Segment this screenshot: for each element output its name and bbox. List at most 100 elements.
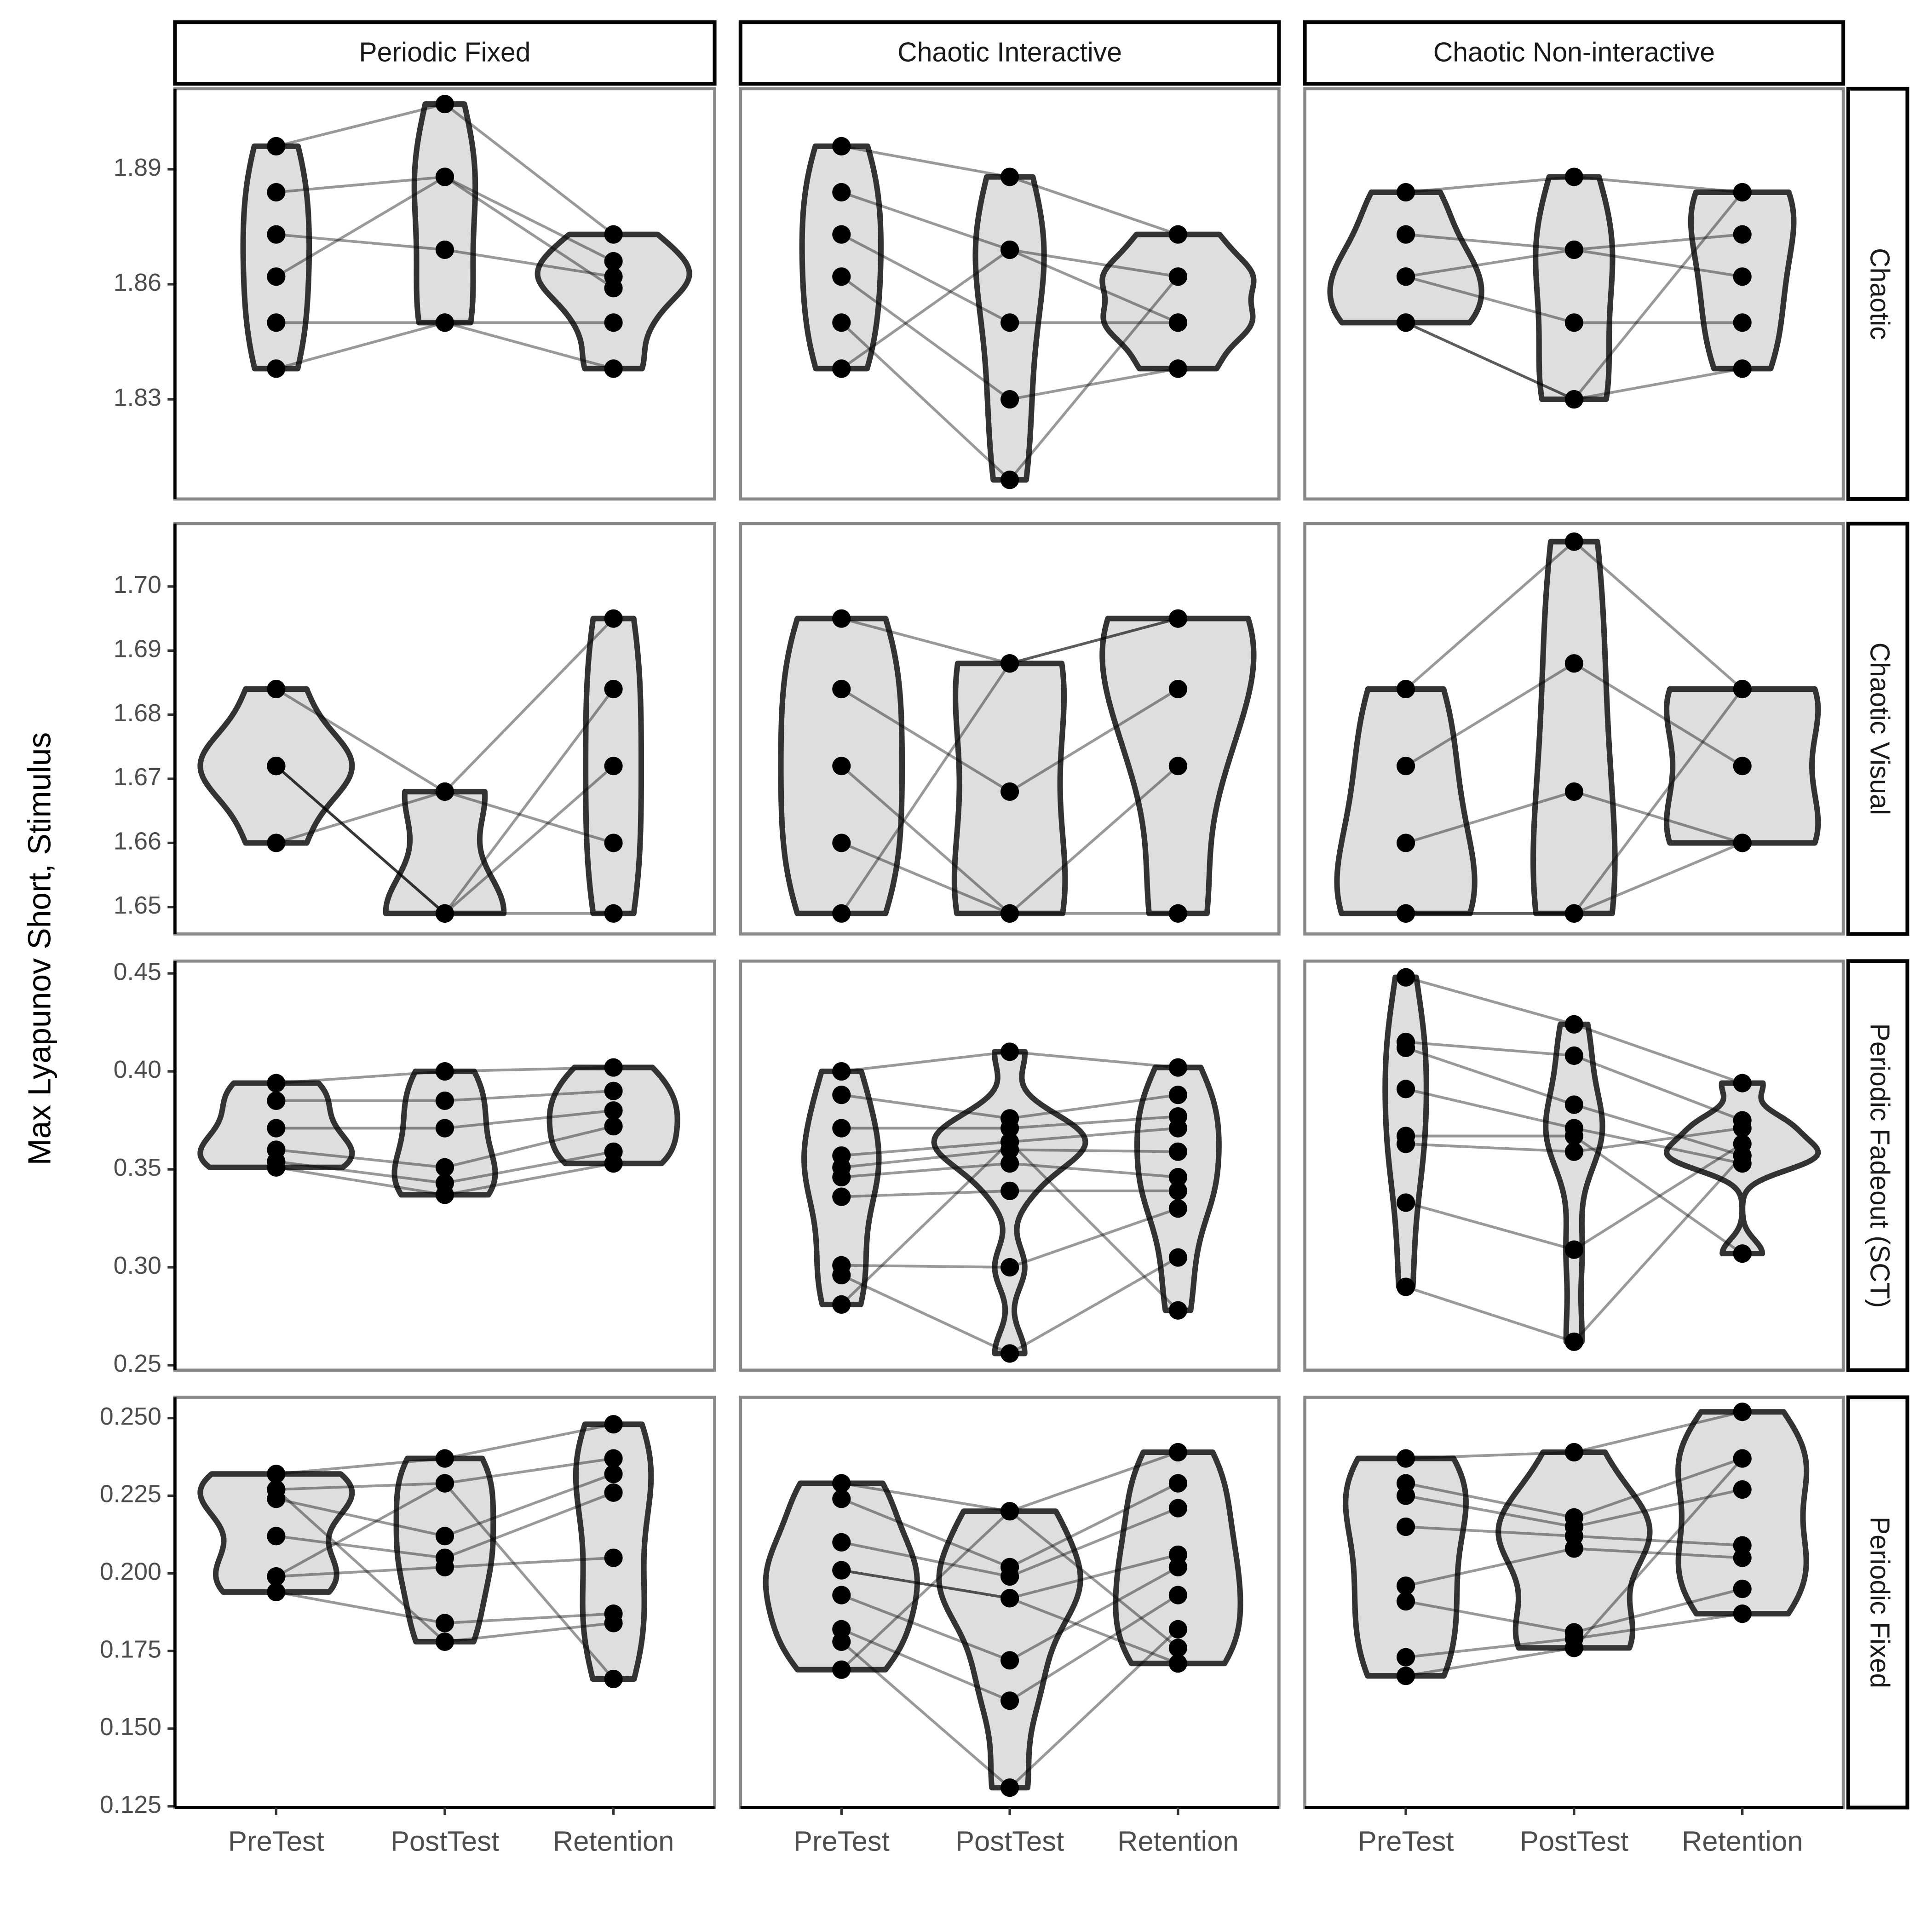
x-tick-label: PostTest: [955, 1825, 1064, 1857]
point: [1733, 1449, 1752, 1468]
violin: [1343, 1455, 1469, 1679]
point: [832, 1265, 851, 1285]
point: [267, 137, 286, 155]
point: [267, 757, 286, 776]
point: [1733, 1604, 1752, 1623]
point: [604, 1058, 623, 1077]
point: [1000, 167, 1019, 186]
point: [267, 1091, 286, 1110]
x-tick-label: Retention: [553, 1825, 674, 1857]
point: [1168, 225, 1187, 244]
violin: [1530, 539, 1618, 916]
point: [267, 313, 286, 332]
point: [267, 183, 286, 202]
point: [435, 1449, 454, 1468]
point: [435, 313, 454, 332]
point: [1168, 267, 1187, 286]
row-label: Chaotic: [1865, 248, 1895, 340]
point: [1396, 183, 1415, 202]
point: [1396, 968, 1415, 987]
x-tick-label: PreTest: [794, 1825, 890, 1857]
point: [1564, 654, 1583, 673]
point: [1564, 1127, 1583, 1145]
row-label: Periodic Fixed: [1865, 1517, 1895, 1688]
point: [1564, 782, 1583, 801]
point: [1396, 1648, 1415, 1667]
point: [435, 904, 454, 923]
point: [1733, 267, 1752, 286]
point: [1564, 313, 1583, 332]
point: [604, 252, 623, 271]
point: [604, 1449, 623, 1468]
point: [1000, 1691, 1019, 1710]
point: [1564, 1539, 1583, 1558]
y-tick-label: 0.35: [114, 1154, 161, 1181]
panel-content: [240, 95, 692, 378]
y-tick-label: 1.86: [114, 269, 161, 296]
point: [604, 225, 623, 244]
violin: [411, 101, 478, 326]
strip: [1846, 86, 1909, 501]
violin: [936, 1508, 1083, 1791]
point: [1000, 1119, 1019, 1138]
point: [1733, 679, 1752, 699]
point: [435, 1632, 454, 1651]
violin: [240, 143, 312, 372]
point: [267, 1527, 286, 1546]
panel-content: [763, 1443, 1243, 1797]
point: [1168, 1248, 1187, 1267]
point: [435, 1614, 454, 1633]
panel-content: [799, 137, 1257, 489]
point: [604, 1081, 623, 1100]
panel-content: [1382, 968, 1821, 1351]
violin: [535, 231, 692, 372]
point: [1168, 1181, 1187, 1200]
point: [1168, 1474, 1187, 1493]
point: [1000, 1589, 1019, 1608]
point: [832, 359, 851, 378]
y-tick-label: 0.200: [100, 1558, 161, 1586]
point: [1168, 1499, 1187, 1518]
x-tick-label: Retention: [1117, 1825, 1239, 1857]
y-tick-label: 0.175: [100, 1636, 161, 1663]
point: [604, 1483, 623, 1502]
point: [604, 834, 623, 852]
point: [832, 137, 851, 155]
point: [1733, 1548, 1752, 1567]
point: [604, 904, 623, 923]
point: [1000, 1344, 1019, 1363]
point: [604, 1465, 623, 1484]
point: [604, 279, 623, 298]
point: [604, 679, 623, 699]
point: [1168, 1119, 1187, 1138]
point: [604, 1548, 623, 1567]
point: [1733, 1074, 1752, 1092]
point: [1000, 654, 1019, 673]
point: [435, 1062, 454, 1081]
y-tick-label: 0.40: [114, 1056, 161, 1083]
point: [1000, 1567, 1019, 1586]
y-tick-label: 0.225: [100, 1481, 161, 1508]
point: [267, 1582, 286, 1601]
point: [1396, 1486, 1415, 1505]
point: [832, 1561, 851, 1580]
point: [1000, 1651, 1019, 1670]
point: [1396, 1592, 1415, 1611]
point: [832, 679, 851, 699]
point: [435, 240, 454, 259]
point: [435, 95, 454, 114]
point: [1733, 1244, 1752, 1263]
x-tick-label: PostTest: [1520, 1825, 1628, 1857]
point: [604, 757, 623, 776]
point: [1000, 1154, 1019, 1173]
point: [1396, 225, 1415, 244]
row-label: Chaotic Visual: [1865, 643, 1895, 815]
point: [1168, 609, 1187, 628]
point: [604, 1101, 623, 1120]
point: [1168, 1586, 1187, 1604]
y-tick-label: 0.45: [114, 958, 161, 985]
point: [832, 1187, 851, 1206]
point: [1000, 313, 1019, 332]
strip: [1846, 522, 1909, 936]
point: [435, 782, 454, 801]
